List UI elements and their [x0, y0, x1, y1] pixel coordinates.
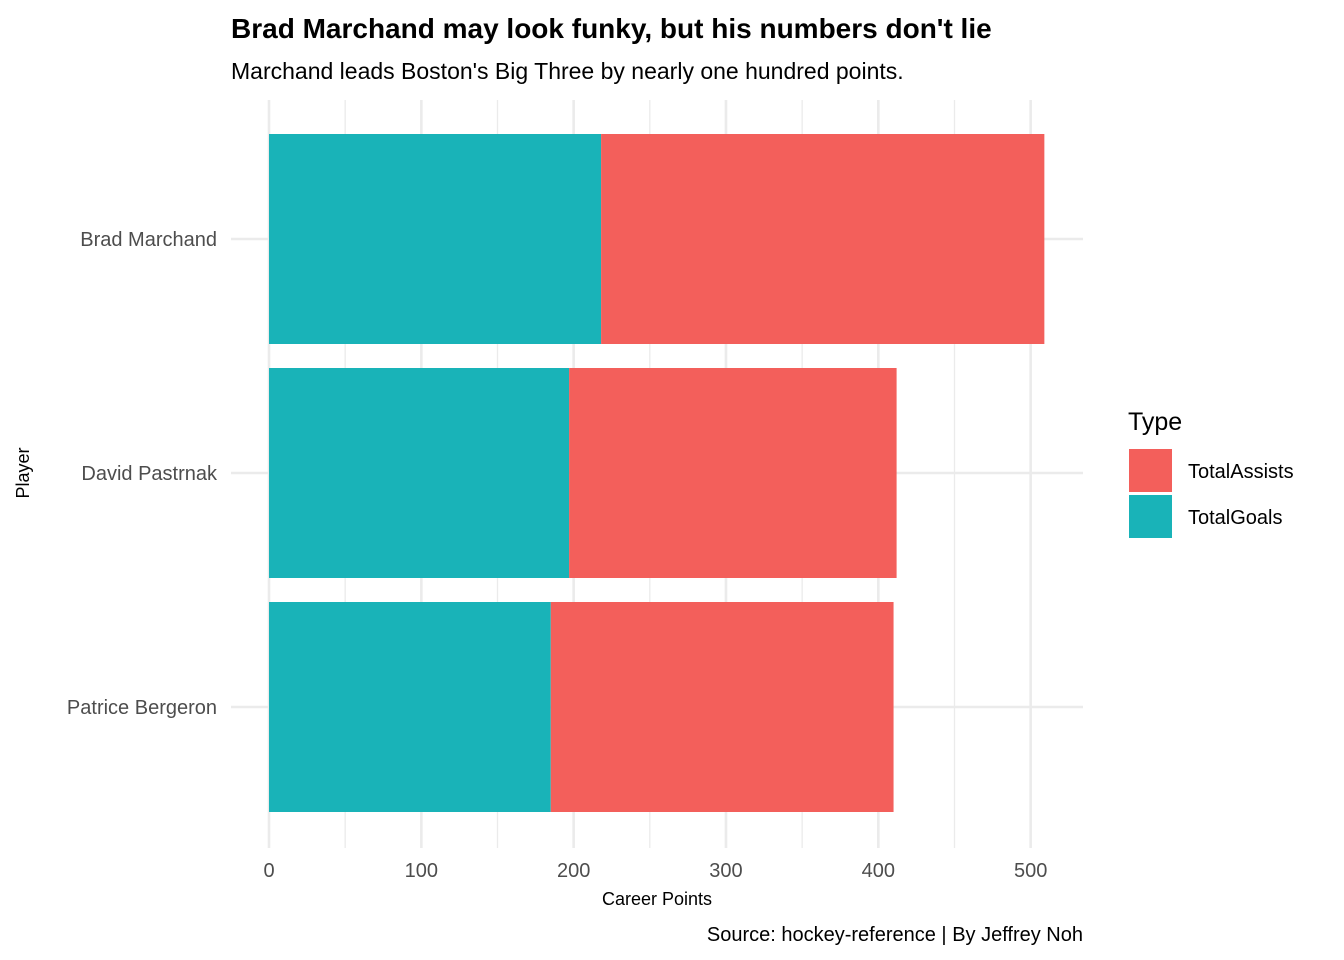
chart-subtitle: Marchand leads Boston's Big Three by nea…: [231, 58, 904, 84]
y-tick-label: David Pastrnak: [81, 463, 218, 485]
bar-totalgoals-david-pastrnak: [269, 368, 570, 578]
x-tick-label: 100: [405, 860, 438, 882]
legend-label-totalassists: TotalAssists: [1188, 461, 1294, 483]
y-axis-ticks: Brad Marchand David Pastrnak Patrice Berge…: [67, 229, 218, 719]
x-tick-label: 0: [263, 860, 274, 882]
legend-swatch-totalassists: [1129, 449, 1172, 492]
bar-totalassists-brad-marchand: [601, 134, 1045, 344]
x-tick-label: 500: [1014, 860, 1047, 882]
chart-title: Brad Marchand may look funky, but his nu…: [231, 13, 992, 44]
bar-totalgoals-patrice-bergeron: [269, 602, 551, 812]
x-axis-title: Career Points: [602, 889, 712, 909]
x-tick-label: 200: [557, 860, 590, 882]
bar-totalgoals-brad-marchand: [269, 134, 602, 344]
x-tick-label: 300: [709, 860, 742, 882]
bar-totalassists-patrice-bergeron: [550, 602, 894, 812]
y-tick-label: Patrice Bergeron: [67, 697, 217, 719]
y-axis-title: Player: [13, 447, 33, 498]
chart-caption: Source: hockey-reference | By Jeffrey No…: [707, 924, 1083, 946]
x-axis-ticks: 0 100 200 300 400 500: [263, 860, 1047, 882]
legend-items: TotalAssists TotalGoals: [1129, 449, 1294, 538]
legend-title: Type: [1128, 408, 1182, 436]
legend-swatch-totalgoals: [1129, 495, 1172, 538]
bars: [269, 134, 1045, 812]
bar-totalassists-david-pastrnak: [569, 368, 897, 578]
legend-label-totalgoals: TotalGoals: [1188, 507, 1283, 529]
legend: Type TotalAssists TotalGoals: [1128, 408, 1294, 538]
x-tick-label: 400: [862, 860, 895, 882]
y-tick-label: Brad Marchand: [80, 229, 217, 251]
